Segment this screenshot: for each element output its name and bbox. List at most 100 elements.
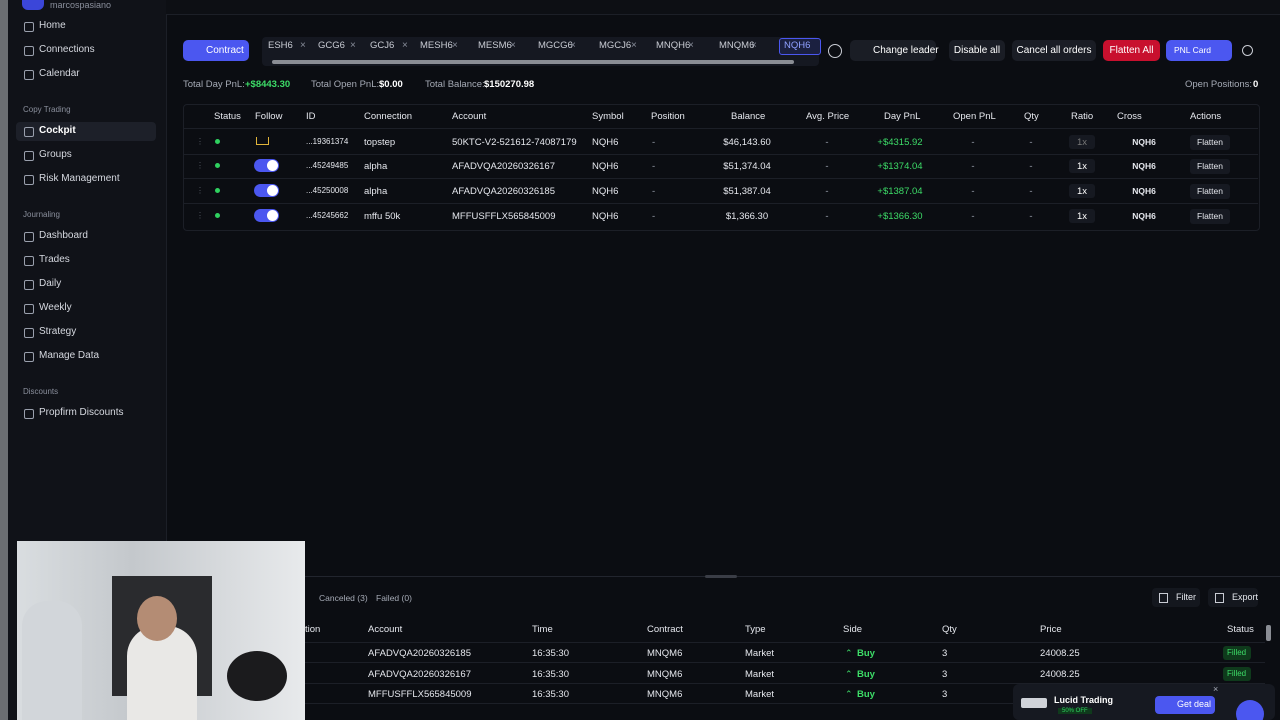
- panel-button[interactable]: Export: [1208, 588, 1258, 607]
- cell: Filled: [1227, 648, 1247, 657]
- person-head: [137, 596, 177, 641]
- webcam: [17, 541, 305, 720]
- refresh-button[interactable]: [828, 44, 842, 58]
- contract-label[interactable]: Contract: [206, 45, 244, 56]
- contract-tab[interactable]: GCJ6: [370, 40, 395, 51]
- action-button[interactable]: Change leader: [850, 40, 939, 61]
- nav-item[interactable]: Calendar: [39, 68, 80, 79]
- chat-bubble[interactable]: [1236, 700, 1264, 720]
- column-header: tion: [305, 624, 321, 635]
- cell: NQH6: [592, 186, 619, 197]
- contract-tab[interactable]: MNQH6: [656, 40, 691, 51]
- nav-item[interactable]: Daily: [39, 278, 62, 289]
- nav-item[interactable]: Risk Management: [39, 173, 120, 184]
- contract-tab[interactable]: MGCG6: [538, 40, 573, 51]
- icon: [1215, 593, 1224, 603]
- nav-item[interactable]: Weekly: [39, 302, 72, 313]
- tab-close[interactable]: ×: [751, 40, 757, 51]
- contract-tab[interactable]: MGCJ6: [599, 40, 632, 51]
- nav-item[interactable]: Propfirm Discounts: [39, 407, 124, 418]
- tab-close[interactable]: ×: [452, 40, 458, 51]
- nav-item[interactable]: Home: [39, 20, 66, 31]
- flatten-button[interactable]: [1190, 159, 1230, 174]
- promo-card: Lucid Trading 50% OFF Get deal ×: [1013, 684, 1275, 720]
- cell: NQH6: [1132, 137, 1156, 147]
- cell: Market: [745, 689, 775, 700]
- cell: Flatten: [1197, 161, 1223, 171]
- contract-tab[interactable]: MESM6: [478, 40, 512, 51]
- contract-tab[interactable]: ESH6: [268, 40, 293, 51]
- v-scrollbar: [1266, 625, 1271, 641]
- action-button[interactable]: PNL Card: [1166, 40, 1232, 61]
- tab-close[interactable]: ×: [402, 40, 408, 51]
- top-banner: [166, 0, 1280, 15]
- ratio-pill: [1069, 209, 1095, 223]
- cell: 16:35:30: [532, 689, 569, 700]
- drag-handle[interactable]: ⋮: [196, 211, 204, 220]
- drag-handle[interactable]: ⋮: [196, 137, 204, 146]
- column-header: Type: [745, 624, 766, 635]
- status-dot: [215, 188, 220, 193]
- buy-arrow: ⌃: [845, 669, 853, 679]
- flatten-button[interactable]: [1190, 184, 1230, 199]
- tab-close[interactable]: ×: [350, 40, 356, 51]
- scrollbar: [272, 60, 794, 64]
- resize-handle[interactable]: [705, 575, 737, 578]
- cell: AFADVQA20260326185: [452, 186, 555, 197]
- cell: -: [825, 186, 829, 197]
- nav-icon: [24, 352, 34, 362]
- action-label: Disable all: [953, 45, 1001, 56]
- drag-handle[interactable]: ⋮: [196, 161, 204, 170]
- nav-item[interactable]: Strategy: [39, 326, 77, 337]
- contract-tab[interactable]: GCG6: [318, 40, 345, 51]
- cell: Filled: [1227, 669, 1247, 678]
- contract-tab[interactable]: MNQM6: [719, 40, 755, 51]
- nav-item[interactable]: Dashboard: [39, 230, 88, 241]
- follow-toggle[interactable]: [254, 159, 279, 172]
- toggle-knob: [267, 160, 278, 171]
- action-button[interactable]: Cancel all orders: [1012, 40, 1096, 61]
- order-tab[interactable]: Canceled (3): [319, 593, 368, 603]
- contract-tab[interactable]: NQH6: [784, 40, 811, 51]
- tab-close[interactable]: ×: [688, 40, 694, 51]
- flatten-button[interactable]: [1190, 135, 1230, 150]
- nav-item[interactable]: Trades: [39, 254, 70, 265]
- cell: ...19361374: [306, 137, 349, 146]
- cell: -: [825, 161, 829, 172]
- action-button[interactable]: Disable all: [949, 40, 1005, 61]
- cell: Flatten: [1197, 186, 1223, 196]
- nav-icon: [24, 280, 34, 290]
- tab-close[interactable]: ×: [510, 40, 516, 51]
- column-header: Price: [1040, 624, 1062, 635]
- action-button[interactable]: Flatten All: [1103, 40, 1160, 61]
- follow-toggle[interactable]: [254, 184, 279, 197]
- nav-item[interactable]: Cockpit: [39, 125, 76, 136]
- section-title: Journaling: [23, 210, 60, 219]
- flatten-button[interactable]: [1190, 209, 1230, 224]
- cell: -: [825, 211, 829, 222]
- contract-button[interactable]: Contract: [183, 40, 249, 61]
- nav-icon: [24, 256, 34, 266]
- tab-close[interactable]: ×: [300, 40, 306, 51]
- nav-item[interactable]: Manage Data: [39, 350, 100, 361]
- contract-tab[interactable]: MESH6: [420, 40, 453, 51]
- column-header: Qty: [942, 624, 957, 635]
- promo-close[interactable]: ×: [1213, 684, 1219, 694]
- cell: MNQM6: [647, 669, 683, 680]
- action-label: Change leader: [873, 45, 939, 56]
- drag-handle[interactable]: ⋮: [196, 186, 204, 195]
- column-header: Ratio: [1071, 111, 1094, 122]
- panel-button[interactable]: Filter: [1152, 588, 1200, 607]
- settings-button[interactable]: [1242, 45, 1253, 56]
- tab-close[interactable]: ×: [631, 40, 637, 51]
- tab-close[interactable]: ×: [570, 40, 576, 51]
- cell: 3: [942, 669, 948, 680]
- nav-item[interactable]: Groups: [39, 149, 72, 160]
- promo-button[interactable]: Get deal: [1155, 696, 1215, 714]
- nav-item[interactable]: Connections: [39, 44, 95, 55]
- order-tab[interactable]: Failed (0): [376, 593, 412, 603]
- follow-toggle[interactable]: [254, 209, 279, 222]
- cell: Buy: [857, 689, 875, 700]
- row-divider: [305, 683, 1265, 684]
